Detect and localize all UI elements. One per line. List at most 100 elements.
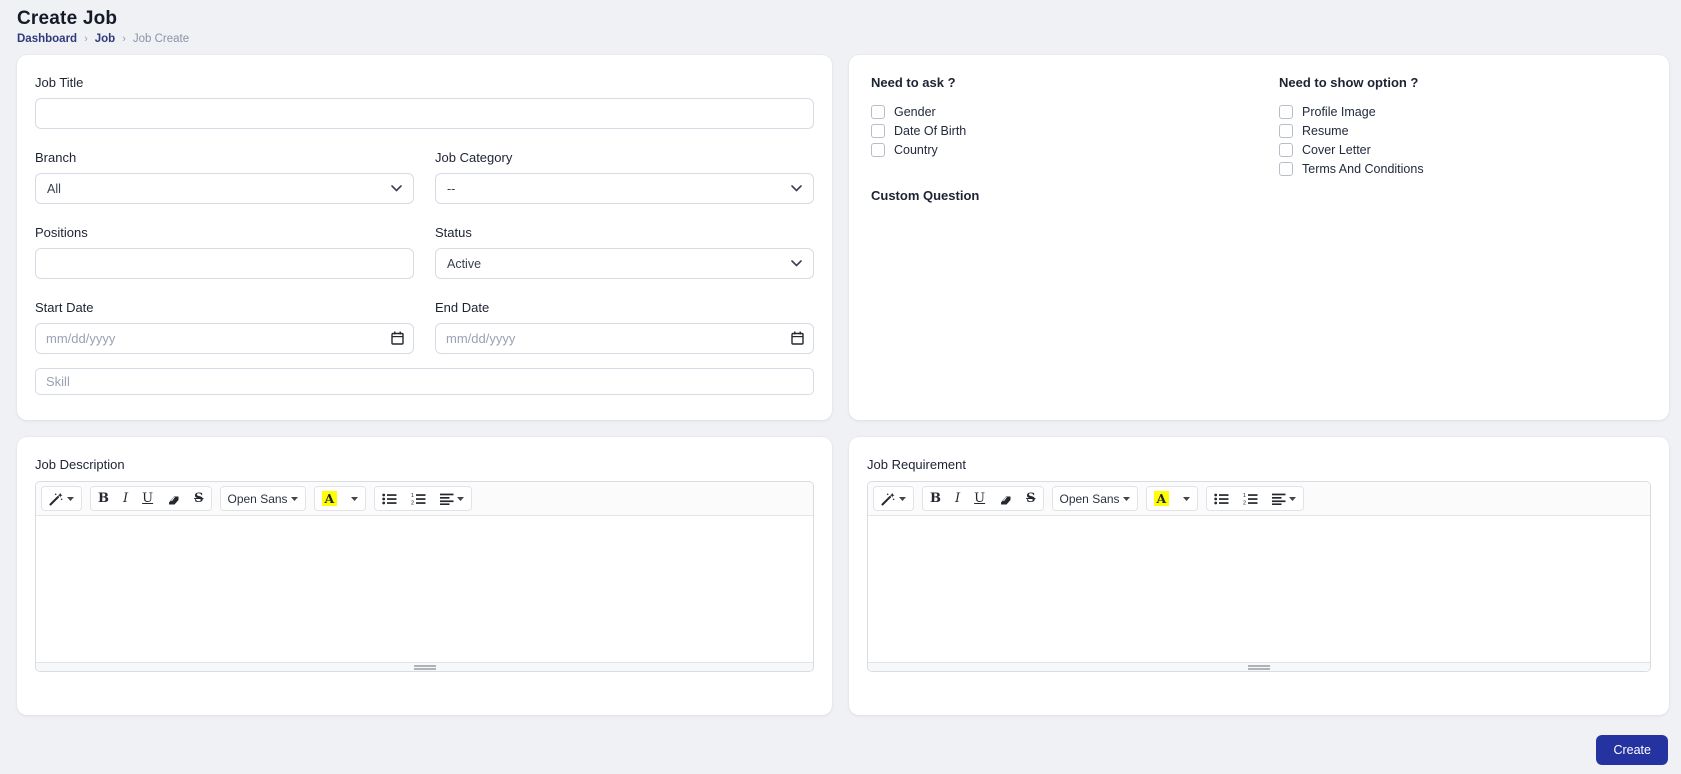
dates-row: Start Date End Date [35, 300, 814, 354]
start-date-input[interactable] [35, 323, 414, 354]
applicant-options-card: Need to ask ? Gender Date Of Birth Count… [849, 55, 1669, 420]
bold-button[interactable]: B [91, 487, 116, 510]
resume-checkbox-label[interactable]: Resume [1302, 124, 1349, 138]
positions-status-row: Positions Status Active [35, 225, 814, 279]
breadcrumb-dashboard-link[interactable]: Dashboard [17, 33, 78, 45]
job-description-editor: B I U S Open Sans A [35, 481, 814, 672]
unordered-list-button[interactable] [1207, 487, 1236, 510]
job-category-select[interactable]: -- [435, 173, 814, 204]
show-option-row: Terms And Conditions [1279, 162, 1647, 176]
svg-text:1: 1 [411, 493, 414, 499]
date-of-birth-checkbox[interactable] [871, 124, 885, 138]
italic-button[interactable]: I [116, 487, 135, 510]
ask-option-row: Country [871, 143, 1239, 157]
italic-button[interactable]: I [948, 487, 967, 510]
cover-letter-checkbox-label[interactable]: Cover Letter [1302, 143, 1371, 157]
editor-resize-bar[interactable] [868, 662, 1650, 671]
caret-down-icon [1289, 496, 1297, 501]
font-family-button[interactable]: Open Sans [1053, 487, 1137, 510]
svg-text:2: 2 [411, 500, 414, 505]
font-style-button-group: B I U S [922, 486, 1044, 511]
font-color-button-group: A [1145, 486, 1199, 511]
strikethrough-button[interactable]: S [1019, 487, 1042, 510]
create-button[interactable]: Create [1596, 735, 1668, 765]
font-family-value: Open Sans [1059, 491, 1120, 506]
skill-field-group [35, 368, 814, 395]
clear-format-button[interactable] [992, 487, 1019, 510]
italic-icon: I [955, 491, 961, 506]
branch-label: Branch [35, 150, 77, 165]
need-to-show-title: Need to show option ? [1279, 75, 1419, 90]
editor-resize-bar[interactable] [36, 662, 813, 671]
cover-letter-checkbox[interactable] [1279, 143, 1293, 157]
terms-and-conditions-checkbox[interactable] [1279, 162, 1293, 176]
terms-and-conditions-checkbox-label[interactable]: Terms And Conditions [1302, 162, 1424, 176]
gender-checkbox[interactable] [871, 105, 885, 119]
calendar-icon[interactable] [391, 331, 404, 345]
bold-icon: B [930, 491, 941, 506]
job-title-field-group: Job Title [35, 75, 814, 129]
job-description-label: Job Description [35, 457, 125, 472]
font-color-caret-button[interactable] [1176, 487, 1197, 510]
date-of-birth-checkbox-label[interactable]: Date Of Birth [894, 124, 967, 138]
job-category-label: Job Category [435, 150, 513, 165]
breadcrumb-separator-icon: › [84, 33, 88, 45]
underline-icon: U [142, 491, 154, 506]
font-color-icon: A [321, 491, 338, 506]
magic-style-button[interactable] [42, 487, 81, 510]
bold-button[interactable]: B [923, 487, 948, 510]
calendar-icon[interactable] [791, 331, 804, 345]
strikethrough-button[interactable]: S [187, 487, 210, 510]
start-date-field [35, 323, 414, 354]
magic-wand-icon [881, 492, 895, 505]
style-button-group [41, 486, 82, 511]
chevron-down-icon [791, 260, 802, 267]
positions-field-group: Positions [35, 225, 414, 279]
underline-button[interactable]: U [135, 487, 160, 510]
breadcrumb-job-link[interactable]: Job [94, 33, 116, 45]
caret-down-icon [1122, 496, 1130, 501]
status-select[interactable]: Active [435, 248, 814, 279]
job-category-field-group: Job Category -- [435, 150, 814, 204]
paragraph-align-button[interactable] [433, 487, 471, 510]
job-requirement-editor: B I U S Open Sans A [867, 481, 1651, 672]
branch-select[interactable]: All [35, 173, 414, 204]
profile-image-checkbox[interactable] [1279, 105, 1293, 119]
caret-down-icon [457, 496, 465, 501]
ask-option-row: Gender [871, 105, 1239, 119]
country-checkbox[interactable] [871, 143, 885, 157]
font-color-button[interactable]: A [1147, 487, 1177, 510]
font-style-button-group: B I U S [90, 486, 212, 511]
skill-input[interactable] [35, 368, 814, 395]
job-description-content[interactable] [36, 516, 813, 662]
gender-checkbox-label[interactable]: Gender [894, 105, 936, 119]
end-date-field-group: End Date [435, 300, 814, 354]
ordered-list-icon: 12 [1243, 493, 1258, 505]
positions-input[interactable] [35, 248, 414, 279]
need-to-ask-column: Need to ask ? Gender Date Of Birth Count… [871, 75, 1239, 400]
font-color-caret-button[interactable] [344, 487, 365, 510]
font-color-button[interactable]: A [315, 487, 345, 510]
start-date-field-group: Start Date [35, 300, 414, 354]
font-family-button[interactable]: Open Sans [221, 487, 305, 510]
breadcrumb: Dashboard › Job › Job Create [17, 33, 1664, 45]
unordered-list-button[interactable] [375, 487, 404, 510]
job-requirement-content[interactable] [868, 516, 1650, 662]
positions-label: Positions [35, 225, 88, 240]
status-selected-value: Active [447, 256, 482, 271]
profile-image-checkbox-label[interactable]: Profile Image [1302, 105, 1376, 119]
paragraph-align-button[interactable] [1265, 487, 1303, 510]
magic-style-button[interactable] [874, 487, 913, 510]
clear-format-button[interactable] [160, 487, 187, 510]
resume-checkbox[interactable] [1279, 124, 1293, 138]
job-description-card: Job Description B I U S [17, 437, 832, 715]
eraser-icon [1001, 496, 1011, 504]
svg-text:2: 2 [1243, 500, 1246, 505]
ask-option-row: Date Of Birth [871, 124, 1239, 138]
job-title-input[interactable] [35, 98, 814, 129]
country-checkbox-label[interactable]: Country [894, 143, 938, 157]
end-date-input[interactable] [435, 323, 814, 354]
underline-button[interactable]: U [967, 487, 992, 510]
